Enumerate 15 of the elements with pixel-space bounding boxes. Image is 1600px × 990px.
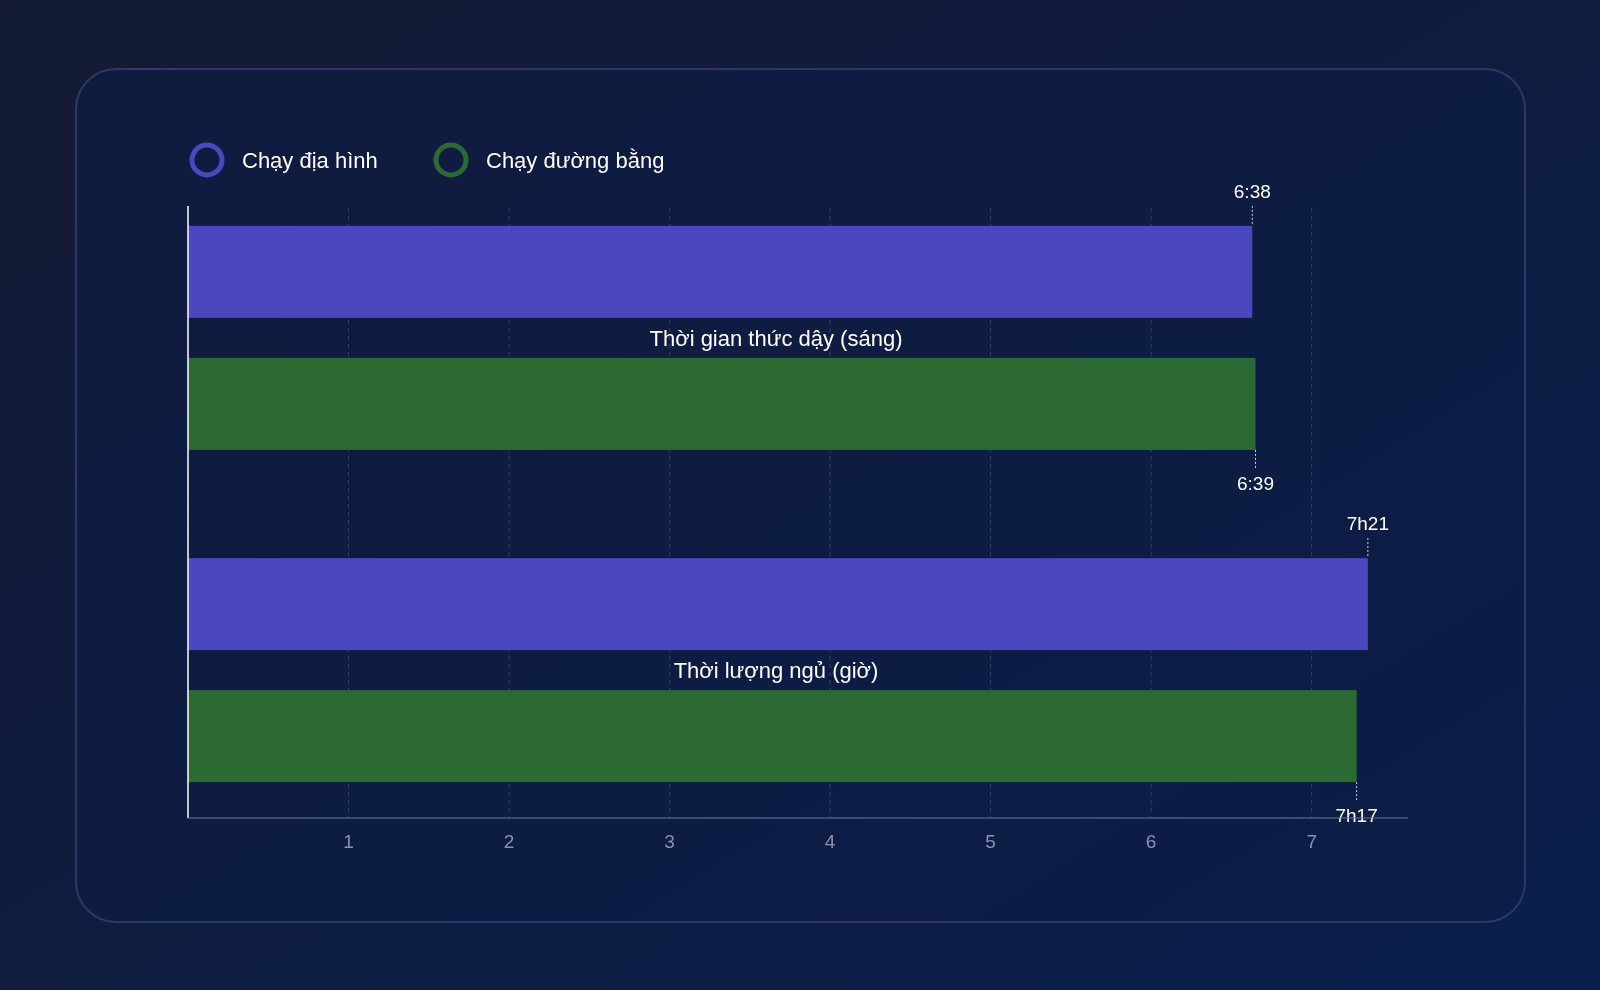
y-tick-label: Thời gian thức dậy (sáng) (649, 325, 903, 351)
data-label: 7h17 (1335, 805, 1378, 827)
x-tick-label: 4 (824, 831, 836, 852)
legend-label: Chạy đường bằng (486, 148, 665, 173)
data-label: 6:38 (1233, 180, 1271, 202)
x-tick-label: 1 (343, 831, 354, 852)
data-label: 7h21 (1346, 513, 1390, 535)
x-tick-label: 2 (503, 831, 515, 852)
legend-label: Chạy địa hình (242, 148, 378, 173)
y-tick-label: Thời lượng ngủ (giờ) (673, 658, 879, 684)
x-tick-label: 6 (1145, 831, 1157, 852)
x-tick-label: 5 (985, 831, 996, 852)
x-tick-label: 7 (1306, 831, 1317, 852)
data-label: 6:39 (1237, 472, 1274, 494)
x-tick-label: 3 (664, 831, 675, 852)
